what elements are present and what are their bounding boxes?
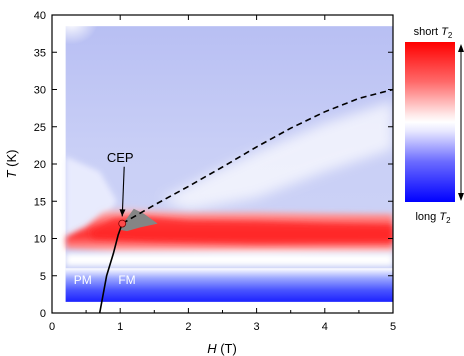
colorscale-bottom-label: long T2 bbox=[415, 211, 451, 225]
heatmap-cep-region bbox=[118, 208, 158, 232]
y-tick-label: 10 bbox=[34, 234, 46, 246]
x-tick-label: 0 bbox=[49, 321, 55, 333]
y-tick-label: 15 bbox=[34, 196, 46, 208]
y-axis-label-unit: (K) bbox=[4, 150, 19, 171]
heatmap-red-core bbox=[89, 216, 393, 244]
color-scale: short T2 long T2 bbox=[405, 26, 464, 225]
y-axis: 0 5 10 15 20 25 30 35 40 bbox=[34, 10, 393, 320]
y-tick-label: 5 bbox=[40, 271, 46, 283]
annotation-pm: PM bbox=[74, 273, 92, 287]
plot-area bbox=[52, 15, 393, 313]
x-axis-label-unit: (T) bbox=[217, 341, 237, 356]
colorscale-bar bbox=[405, 42, 455, 202]
heatmap-low-field-spot bbox=[52, 15, 98, 45]
x-axis-label: H (T) bbox=[207, 341, 237, 356]
colorscale-top-symbol: T bbox=[441, 26, 449, 38]
phase-boundary-lines bbox=[98, 88, 393, 313]
boundary-line-solid bbox=[98, 223, 123, 313]
x-tick-label: 2 bbox=[185, 321, 191, 333]
cep-marker bbox=[118, 219, 127, 228]
heatmap-transition bbox=[65, 253, 393, 267]
annotations: CEP PM FM bbox=[74, 150, 136, 287]
x-tick-label: 3 bbox=[254, 321, 260, 333]
colorscale-double-arrow bbox=[458, 44, 464, 201]
x-axis: 0 1 2 3 4 5 bbox=[49, 15, 396, 333]
heatmap-pale-wash bbox=[161, 100, 393, 211]
y-axis-label: T (K) bbox=[4, 150, 19, 179]
cep-arrow-head bbox=[119, 209, 126, 217]
y-tick-label: 20 bbox=[34, 159, 46, 171]
y-tick-label: 35 bbox=[34, 47, 46, 59]
colorscale-top-subscript: 2 bbox=[448, 31, 453, 40]
heatmap-layer bbox=[52, 15, 393, 302]
colorscale-arrow-up bbox=[458, 44, 464, 52]
y-tick-label: 25 bbox=[34, 122, 46, 134]
heatmap-blue-band bbox=[65, 268, 393, 302]
y-tick-label: 40 bbox=[34, 10, 46, 22]
annotation-fm: FM bbox=[118, 273, 135, 287]
y-axis-label-symbol: T bbox=[4, 169, 19, 178]
colorscale-bottom-subscript: 2 bbox=[446, 216, 451, 225]
annotation-cep: CEP bbox=[107, 150, 134, 165]
x-tick-label: 4 bbox=[322, 321, 328, 333]
colorscale-bottom-text: long bbox=[415, 211, 439, 223]
y-tick-label: 30 bbox=[34, 85, 46, 97]
colorscale-bottom-symbol: T bbox=[439, 211, 447, 223]
colorscale-top-label: short T2 bbox=[414, 26, 453, 40]
x-axis-label-symbol: H bbox=[207, 341, 217, 356]
colorscale-arrow-down bbox=[458, 193, 464, 201]
x-tick-label: 5 bbox=[390, 321, 396, 333]
y-tick-label: 0 bbox=[40, 308, 46, 320]
x-tick-label: 1 bbox=[117, 321, 123, 333]
colorscale-top-text: short bbox=[414, 26, 442, 38]
cep-arrow-line bbox=[121, 166, 125, 217]
boundary-line-dashed bbox=[121, 88, 393, 225]
